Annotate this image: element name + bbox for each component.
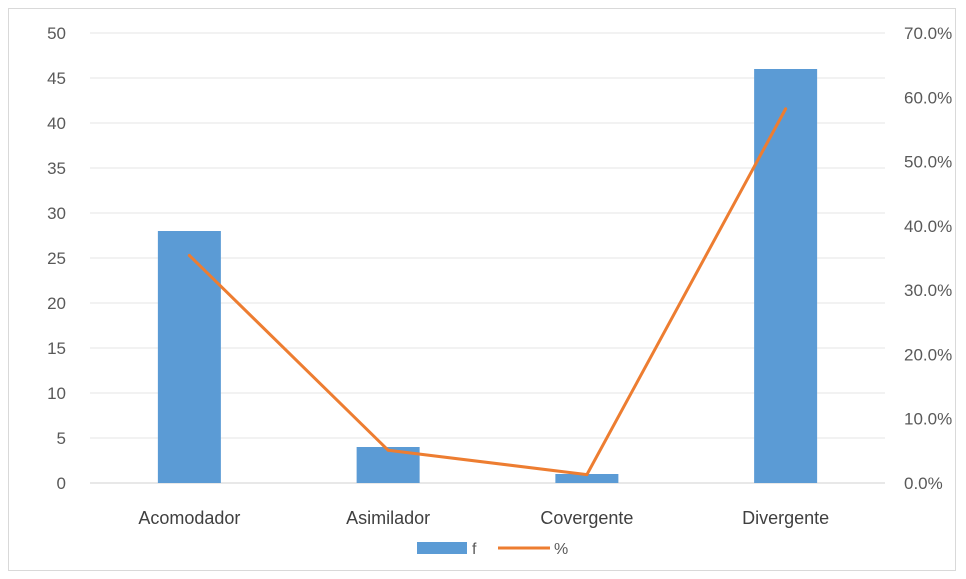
right-y-tick-label: 50.0% (904, 153, 952, 172)
left-y-tick-label: 10 (47, 384, 66, 403)
bar-series-f (157, 69, 818, 483)
left-y-tick-label: 45 (47, 69, 66, 88)
percent-point-acomodador (187, 253, 191, 257)
right-y-tick-label: 70.0% (904, 24, 952, 43)
bar-acomodador (157, 231, 221, 483)
right-y-tick-label: 0.0% (904, 474, 943, 493)
percent-line (187, 107, 788, 477)
left-y-tick-label: 20 (47, 294, 66, 313)
percent-point-asimilador (386, 448, 390, 452)
x-category-label: Acomodador (138, 508, 240, 528)
left-y-tick-label: 25 (47, 249, 66, 268)
left-y-tick-label: 40 (47, 114, 66, 133)
legend-label-percent: % (554, 541, 568, 558)
x-category-label: Divergente (742, 508, 829, 528)
left-y-tick-label: 0 (57, 474, 66, 493)
right-y-tick-label: 10.0% (904, 410, 952, 429)
right-y-tick-label: 60.0% (904, 88, 952, 107)
left-y-tick-label: 5 (57, 429, 66, 448)
bar-divergente (754, 69, 818, 483)
bar-covergente (555, 474, 619, 483)
x-category-label: Asimilador (346, 508, 430, 528)
legend-swatch-f (417, 542, 467, 554)
line-series-percent (187, 107, 788, 477)
left-y-tick-label: 50 (47, 24, 66, 43)
x-category-label: Covergente (540, 508, 633, 528)
percent-point-divergente (784, 107, 788, 111)
gridlines (90, 32, 885, 484)
left-y-tick-label: 30 (47, 204, 66, 223)
right-y-tick-label: 20.0% (904, 345, 952, 364)
percent-point-covergente (585, 473, 589, 477)
left-y-axis: 0 5 10 15 20 25 30 35 40 45 50 (47, 24, 66, 493)
legend-label-f: f (472, 541, 477, 558)
left-y-tick-label: 35 (47, 159, 66, 178)
right-y-axis: 0.0% 10.0% 20.0% 30.0% 40.0% 50.0% 60.0% 70.0% (904, 24, 952, 493)
legend: f% (417, 541, 568, 558)
left-y-tick-label: 15 (47, 339, 66, 358)
right-y-tick-label: 40.0% (904, 217, 952, 236)
right-y-tick-label: 30.0% (904, 281, 952, 300)
x-axis-categories: Acomodador Asimilador Covergente Divergente (138, 508, 829, 528)
